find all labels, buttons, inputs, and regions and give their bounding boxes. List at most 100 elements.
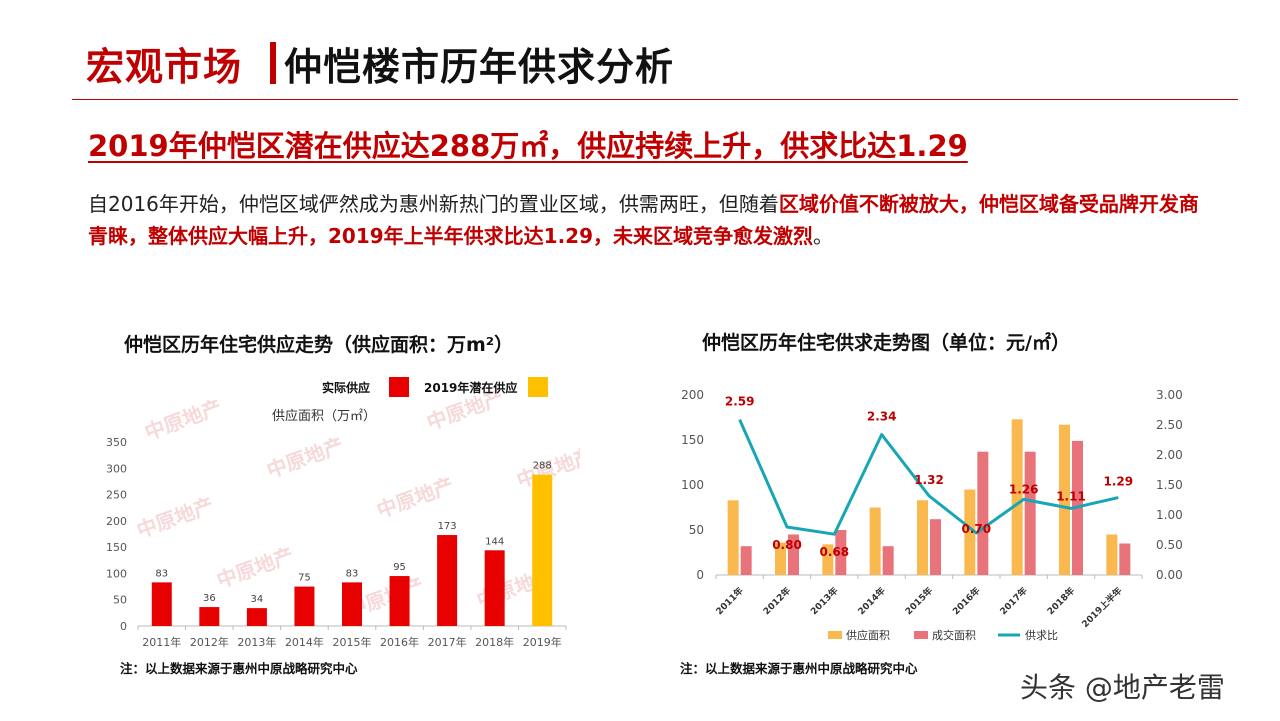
x-tick-label: 2015年 [333, 635, 372, 649]
bar-supply [869, 507, 881, 575]
chart2-svg: 0 50 100 150 200 0.00 0.50 1.00 1.50 2.00 2.50 3.00… [681, 388, 1183, 642]
y-right-tick-label: 2.00 [1156, 448, 1183, 462]
body-paragraph: 自2016年开始，仲恺区域俨然成为惠州新热门的置业区域，供需两旺，但随着区域价值… [88, 188, 1218, 252]
y-axis-label: 供应面积（万㎡） [272, 408, 376, 424]
y-left-tick-label: 150 [681, 433, 704, 447]
bar-deal [835, 530, 847, 575]
bar-deal [1119, 543, 1131, 575]
y-right-tick-label: 1.50 [1156, 478, 1183, 492]
paragraph-highlight: 区域价值不断被放大，仲恺区域备受品牌开发商青睐，整体供应大幅上升，2019年上半… [88, 192, 1199, 248]
section-label: 宏观市场 [86, 45, 243, 89]
y-tick-label: 0 [120, 620, 127, 633]
ratio-data-label: 1.26 [1009, 482, 1039, 496]
paragraph-end: 。 [813, 224, 834, 248]
x-tick-label: 2011年 [713, 585, 746, 618]
data-label: 83 [155, 568, 168, 579]
y-left-tick-label: 200 [681, 388, 704, 402]
bar-supply [1011, 419, 1023, 575]
bar-supply [917, 500, 928, 575]
x-tick-label: 2014年 [285, 635, 324, 649]
y-left-tick-label: 50 [689, 523, 704, 537]
legend-label: 供应面积 [846, 628, 890, 642]
y-right-tick-label: 0.00 [1156, 568, 1183, 582]
y-right-tick-label: 0.50 [1156, 538, 1183, 552]
x-tick-label: 2016年 [380, 635, 419, 649]
bar-deal [882, 546, 894, 575]
x-tick-label: 2014年 [855, 585, 888, 618]
bar [294, 586, 315, 626]
ratio-data-label: 0.68 [820, 545, 850, 559]
x-tick-label: 2012年 [761, 585, 794, 618]
x-tick-label: 2012年 [190, 635, 229, 649]
page-title: 仲恺楼市历年供求分析 [284, 45, 675, 89]
data-label: 173 [438, 521, 457, 532]
bar [532, 474, 553, 626]
bar [199, 607, 220, 626]
x-tick-label: 2011年 [142, 635, 181, 649]
x-tick-label: 2013年 [808, 585, 841, 618]
x-tick-label: 2015年 [903, 585, 936, 618]
data-label: 144 [485, 536, 504, 547]
data-label: 95 [393, 562, 406, 573]
bar-supply [1059, 424, 1070, 575]
y-tick-label: 150 [106, 541, 127, 554]
bar-deal [1024, 451, 1036, 575]
ratio-data-label: 2.34 [867, 410, 897, 424]
bar-supply [964, 489, 976, 575]
y-left-tick-label: 0 [696, 568, 704, 582]
x-tick-label: 2017年 [997, 585, 1030, 618]
x-tick-label: 2019上半年 [1079, 585, 1124, 630]
x-tick-label: 2016年 [950, 585, 983, 618]
bar [151, 582, 172, 626]
y-right-tick-label: 3.00 [1156, 388, 1183, 402]
bar [246, 608, 267, 626]
ratio-data-label: 1.11 [1056, 489, 1086, 503]
chart2-title: 仲恺区历年住宅供求走势图（单位：元/㎡） [702, 332, 1070, 354]
logo-watermark: 中原地产 [214, 543, 297, 593]
ratio-data-label: 1.29 [1104, 475, 1134, 489]
logo-watermark: 中原地产 [142, 395, 225, 445]
x-tick-label: 2017年 [428, 635, 467, 649]
bar-supply [727, 500, 739, 575]
logo-watermark: 中原地产 [374, 473, 457, 523]
chart1-title: 仲恺区历年住宅供应走势（供应面积：万m²） [124, 334, 514, 356]
y-tick-label: 250 [106, 489, 127, 502]
ratio-line [738, 418, 1119, 536]
data-label: 83 [346, 568, 359, 579]
bar [484, 550, 505, 626]
logo-watermark: 中原地产 [264, 433, 347, 483]
bar-deal [788, 534, 799, 575]
data-label: 75 [298, 573, 311, 584]
legend-label: 实际供应 [322, 380, 370, 395]
bar [389, 576, 410, 626]
y-tick-label: 100 [106, 567, 127, 580]
x-tick-label: 2019年 [523, 635, 562, 649]
bar [437, 535, 458, 626]
legend-label: 2019年潜在供应 [424, 380, 517, 395]
legend-label: 成交面积 [932, 628, 976, 642]
ratio-data-label: 0.80 [772, 538, 802, 552]
bar-supply [775, 542, 786, 575]
chart1-note: 注：以上数据来源于惠州中原战略研究中心 [120, 661, 358, 676]
data-label: 34 [251, 594, 264, 605]
data-label: 288 [533, 461, 552, 472]
bar-deal [977, 451, 989, 575]
bar-supply [1106, 534, 1118, 575]
legend-swatch [828, 631, 842, 639]
y-tick-label: 300 [106, 462, 127, 475]
bar-deal [740, 546, 752, 575]
y-tick-label: 350 [106, 436, 127, 449]
chart2-note: 注：以上数据来源于惠州中原战略研究中心 [680, 661, 918, 676]
logo-watermark: 中原地产 [134, 493, 217, 543]
ratio-data-label: 0.70 [962, 522, 992, 536]
header-divider [270, 42, 276, 84]
paragraph-text: 自2016年开始，仲恺区域俨然成为惠州新热门的置业区域，供需两旺，但随着 [88, 192, 779, 216]
bar [342, 582, 362, 626]
ratio-data-label: 2.59 [725, 395, 755, 409]
y-tick-label: 50 [113, 594, 127, 607]
x-tick-label: 2018年 [475, 635, 514, 649]
bar-deal [930, 519, 941, 575]
legend-swatch [914, 631, 928, 639]
bar-supply [822, 544, 834, 575]
